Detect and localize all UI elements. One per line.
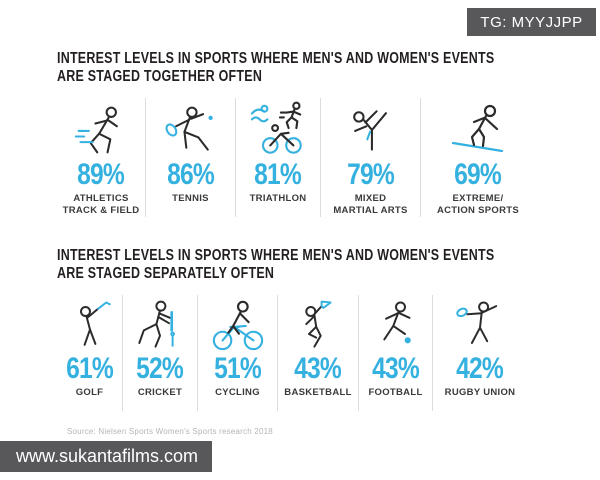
- interest-percentage: 61%: [66, 351, 114, 385]
- interest-percentage: 42%: [456, 351, 505, 385]
- interest-percentage: 79%: [347, 157, 395, 191]
- cricket-icon: [133, 297, 187, 352]
- sport-label: CRICKET: [137, 387, 183, 398]
- golf-icon: [63, 297, 117, 352]
- watermark-tag-badge: TG: MYYJJPP: [467, 8, 596, 36]
- sports-row-separately: 61% GOLF: [57, 295, 557, 411]
- sport-label: FOOTBALL: [368, 387, 423, 398]
- interest-percentage: 43%: [294, 351, 343, 385]
- interest-percentage: 51%: [214, 351, 262, 385]
- sport-label: GOLF: [75, 387, 104, 398]
- sport-label: TRIATHLON: [249, 193, 307, 204]
- sport-label: CYCLING: [215, 387, 260, 398]
- sport-card-triathlon: 81% TRIATHLON: [235, 98, 320, 217]
- sport-card-athletics: 89% ATHLETICS TRACK & FIELD: [57, 98, 145, 217]
- interest-percentage: 89%: [77, 157, 126, 191]
- snowboard-icon: [448, 100, 508, 158]
- section2-title: INTEREST LEVELS IN SPORTS WHERE MEN'S AN…: [57, 247, 557, 283]
- website-bar: www.sukantafilms.com: [0, 441, 212, 472]
- martial-arts-icon: [343, 100, 399, 158]
- sport-card-golf: 61% GOLF: [57, 295, 122, 411]
- sport-label: MIXED MARTIAL ARTS: [333, 193, 408, 216]
- football-icon: [369, 297, 423, 352]
- section1-title-line2: ARE STAGED TOGETHER OFTEN: [57, 68, 263, 85]
- cycling-icon: [209, 297, 267, 352]
- sport-card-rugby-union: 42% RUGBY UNION: [432, 295, 527, 411]
- section2-title-line2: ARE STAGED SEPARATELY OFTEN: [57, 265, 275, 282]
- website-url: www.sukantafilms.com: [16, 446, 199, 466]
- sport-card-extreme-action-sports: 69% EXTREME/ ACTION SPORTS: [420, 98, 535, 217]
- source-credit: Source: Nielsen Sports Women's Sports re…: [67, 427, 273, 436]
- sport-card-tennis: 86% TENNIS: [145, 98, 235, 217]
- sport-label: BASKETBALL: [284, 387, 352, 398]
- infographic-content: INTEREST LEVELS IN SPORTS WHERE MEN'S AN…: [57, 50, 557, 436]
- sport-card-football: 43% FOOTBALL: [358, 295, 432, 411]
- triathlon-icon: [249, 100, 307, 158]
- rugby-icon: [453, 297, 507, 352]
- sport-card-basketball: 43% BASKETBALL: [277, 295, 358, 411]
- sports-row-together: 89% ATHLETICS TRACK & FIELD: [57, 98, 557, 217]
- sport-label: ATHLETICS TRACK & FIELD: [62, 193, 140, 216]
- sport-label: EXTREME/ ACTION SPORTS: [436, 193, 519, 216]
- watermark-tag-text: TG: MYYJJPP: [480, 13, 583, 31]
- interest-percentage: 43%: [372, 351, 420, 385]
- sport-card-cycling: 51% CYCLING: [197, 295, 277, 411]
- interest-percentage: 86%: [167, 157, 215, 191]
- section1-title: INTEREST LEVELS IN SPORTS WHERE MEN'S AN…: [57, 50, 557, 86]
- running-icon: [73, 100, 129, 158]
- section1-title-line1: INTEREST LEVELS IN SPORTS WHERE MEN'S AN…: [57, 50, 495, 67]
- basketball-icon: [291, 297, 345, 352]
- interest-percentage: 81%: [254, 157, 303, 191]
- sport-label: TENNIS: [172, 193, 209, 204]
- tennis-icon: [163, 100, 219, 158]
- interest-percentage: 52%: [136, 351, 185, 385]
- interest-percentage: 69%: [454, 157, 503, 191]
- sport-label: RUGBY UNION: [444, 387, 516, 398]
- sport-card-cricket: 52% CRICKET: [122, 295, 197, 411]
- sport-card-mixed-martial-arts: 79% MIXED MARTIAL ARTS: [320, 98, 420, 217]
- section2-title-line1: INTEREST LEVELS IN SPORTS WHERE MEN'S AN…: [57, 247, 495, 264]
